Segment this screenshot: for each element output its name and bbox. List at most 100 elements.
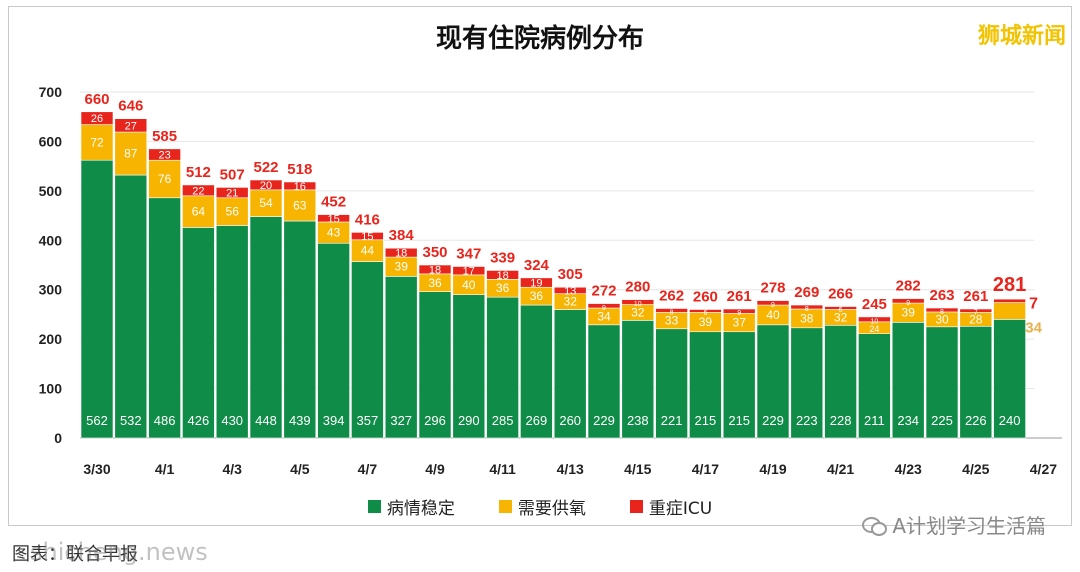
data-label-oxygen: 36 [496, 281, 510, 295]
bar-segment [182, 184, 215, 197]
data-label-oxygen: 33 [665, 314, 679, 328]
data-label-stable: 448 [255, 413, 277, 428]
bar-segment [655, 328, 688, 439]
y-tick-label: 200 [39, 331, 63, 347]
bar-segment [249, 179, 283, 191]
data-label-oxygen: 39 [902, 306, 916, 320]
x-tick-label: 4/3 [222, 461, 242, 477]
data-label-oxygen: 34 [597, 309, 611, 323]
bar-segment [283, 189, 317, 222]
data-label-icu: 20 [260, 180, 272, 192]
bar-segment [925, 326, 959, 439]
bar-segment [756, 324, 790, 439]
data-label-oxygen: 39 [395, 260, 409, 274]
watermark-logo-text: 狮城新闻 [977, 24, 1066, 49]
total-label: 507 [220, 166, 245, 183]
x-tick-label: 4/27 [1030, 461, 1057, 477]
y-tick-label: 300 [39, 282, 63, 298]
data-label-icu: 21 [226, 188, 238, 200]
data-label-oxygen: 87 [124, 147, 138, 161]
legend-label-oxygen: 需要供氧 [517, 499, 586, 519]
bar-segment [756, 300, 790, 306]
data-label-stable: 285 [492, 413, 514, 428]
total-label: 281 [993, 274, 1026, 296]
data-label-icu: 8 [670, 309, 674, 316]
data-label-stable: 486 [154, 413, 176, 428]
total-label: 245 [862, 296, 887, 313]
data-label-icu: 8 [805, 306, 809, 313]
data-label-oxygen: 36 [530, 289, 544, 303]
data-label-stable: 430 [221, 413, 243, 428]
x-tick-label: 4/1 [155, 461, 175, 477]
data-label-icu: 18 [429, 264, 441, 276]
bar-segment [587, 324, 621, 439]
data-label-icu: 18 [496, 270, 508, 282]
data-label-stable: 269 [526, 413, 548, 428]
data-label-oxygen: 24 [869, 324, 879, 334]
data-label-stable: 327 [390, 413, 412, 428]
data-label-oxygen: 30 [935, 312, 949, 326]
bar-segment [148, 159, 181, 199]
data-label-stable: 260 [559, 413, 581, 428]
data-label-oxygen: 37 [733, 316, 747, 330]
total-label: 384 [389, 227, 415, 244]
bar-segment [80, 159, 114, 439]
data-label-icu: 23 [158, 150, 170, 162]
total-label: 262 [659, 287, 684, 304]
data-label-stable: 215 [728, 413, 750, 428]
x-tick-label: 3/30 [83, 461, 110, 477]
data-label-oxygen: 64 [192, 205, 206, 219]
bar-segment [891, 322, 925, 439]
legend-item-oxygen: 需要供氧 [498, 494, 586, 519]
bar-segment [249, 216, 283, 439]
data-label-icu: 19 [530, 278, 542, 290]
y-tick-label: 400 [39, 232, 63, 248]
bar-segment [384, 276, 418, 439]
data-label-stable: 290 [458, 413, 480, 428]
data-label-oxygen: 39 [699, 315, 713, 329]
legend: 病情稳定 需要供氧 重症ICU [0, 494, 1080, 519]
bar-segment [993, 319, 1026, 439]
data-label-stable: 229 [762, 413, 784, 428]
stacked-bar-chart: 0100200300400500600700562722666053287276… [39, 84, 1062, 477]
data-label-stable: 223 [796, 413, 818, 428]
x-tick-label: 4/11 [489, 461, 516, 477]
total-label: 416 [355, 211, 380, 228]
chart-title: 现有住院病例分布 [435, 24, 644, 54]
data-label-stable: 225 [931, 413, 953, 428]
legend-swatch-stable [367, 500, 381, 513]
data-label-stable: 226 [965, 413, 987, 428]
total-label: 261 [727, 288, 752, 305]
x-tick-label: 4/23 [895, 461, 922, 477]
bar-segment [418, 291, 452, 439]
bar-segment [418, 264, 452, 275]
bar-segment [148, 197, 181, 439]
total-label: 660 [84, 91, 109, 108]
data-label-stable: 357 [357, 413, 379, 428]
x-tick-label: 4/15 [624, 461, 651, 477]
source-caption: 图表：联合早报 [12, 544, 138, 565]
bar-segment [790, 304, 824, 310]
data-label-icu: 26 [91, 113, 103, 125]
data-label-icu: 7 [1029, 296, 1038, 313]
total-label: 280 [625, 279, 650, 296]
y-tick-label: 700 [39, 84, 63, 100]
legend-item-icu: 重症ICU [629, 494, 712, 519]
data-label-stable: 532 [120, 413, 142, 428]
total-label: 646 [118, 98, 143, 115]
data-label-oxygen: 44 [361, 244, 375, 258]
bar-segment [959, 325, 993, 439]
data-label-icu: 27 [125, 120, 137, 132]
data-label-stable: 238 [627, 413, 649, 428]
data-label-oxygen: 43 [327, 226, 341, 240]
data-label-stable: 240 [999, 413, 1021, 428]
bar-segment [114, 131, 148, 176]
data-label-icu: 9 [737, 310, 741, 317]
y-tick-label: 100 [39, 381, 63, 397]
bar-segment [351, 232, 384, 241]
data-label-icu: 9 [771, 302, 775, 309]
data-label-stable: 234 [897, 413, 919, 428]
bar-segment [959, 308, 993, 313]
total-label: 324 [524, 257, 550, 274]
bar-segment [249, 189, 283, 217]
